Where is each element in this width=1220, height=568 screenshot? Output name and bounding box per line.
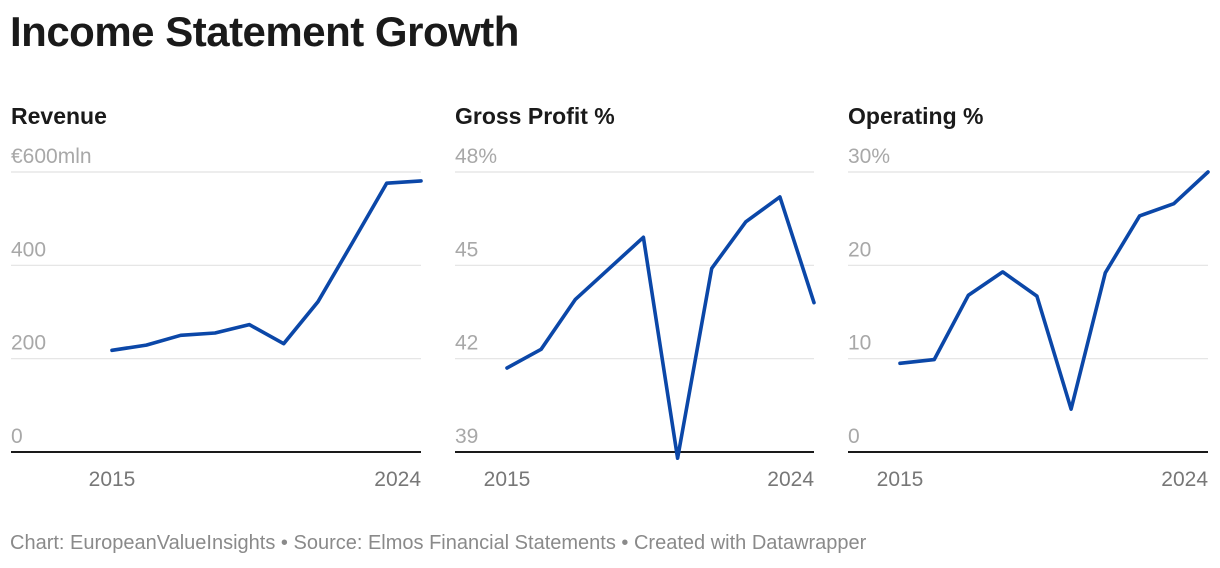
footer-source: Source: Elmos Financial Statements — [293, 532, 616, 554]
y-tick-label: 20 — [848, 238, 871, 261]
chart-footer: Chart: EuropeanValueInsights • Source: E… — [10, 532, 866, 555]
y-tick-label: 48% — [455, 145, 497, 168]
panel-1: Revenue 0 200 400 €600mln 2015 2024 — [11, 103, 423, 491]
series-line — [110, 179, 423, 353]
y-tick-label: 42 — [455, 332, 478, 355]
y-tick-label: 200 — [11, 332, 46, 355]
panel-2: Gross Profit % 39 42 45 48% 2015 2024 — [455, 103, 816, 491]
x-tick-label: 2015 — [89, 468, 136, 491]
y-tick-label: 10 — [848, 332, 871, 355]
footer-tool: Created with Datawrapper — [633, 532, 867, 554]
footer-chart-credit: Chart: EuropeanValueInsights — [10, 532, 276, 554]
series-line — [505, 195, 816, 461]
y-tick-label: 400 — [11, 238, 46, 261]
footer-separator-2: • — [615, 532, 634, 554]
series-line — [898, 170, 1210, 411]
x-tick-label: 2024 — [767, 468, 814, 491]
x-tick-label: 2024 — [374, 468, 421, 491]
y-tick-label: 0 — [11, 425, 23, 448]
panel-title: Operating % — [848, 103, 983, 129]
panel-title: Gross Profit % — [455, 103, 615, 129]
y-tick-label: 30% — [848, 145, 890, 168]
y-tick-label: 0 — [848, 425, 860, 448]
panel-title: Revenue — [11, 103, 107, 129]
x-tick-label: 2015 — [484, 468, 531, 491]
panel-3: Operating % 0 10 20 30% 2015 2024 — [848, 103, 1210, 491]
x-tick-label: 2024 — [1161, 468, 1208, 491]
y-tick-label: €600mln — [11, 145, 92, 168]
chart-title: Income Statement Growth — [10, 8, 519, 55]
y-tick-label: 39 — [455, 425, 478, 448]
y-tick-label: 45 — [455, 238, 478, 261]
footer-separator-1: • — [275, 532, 294, 554]
x-tick-label: 2015 — [877, 468, 924, 491]
